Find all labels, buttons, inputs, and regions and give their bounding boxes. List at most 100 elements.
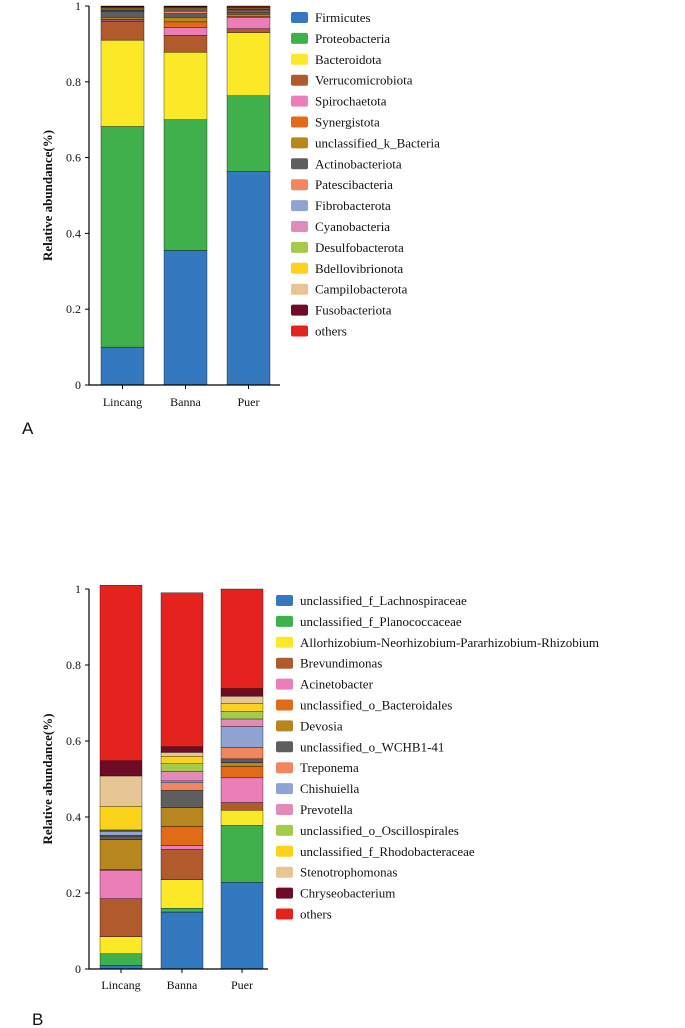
legend-label: Fusobacteriota xyxy=(315,303,392,318)
bar-segment-1-1-10 xyxy=(160,771,204,782)
y-axis-label: Relative abundance(%) xyxy=(40,130,55,261)
legend-label: others xyxy=(315,324,347,339)
x-tick-label: Puer xyxy=(238,395,260,409)
legend-label: Bdellovibrionota xyxy=(315,261,403,276)
bar-segment-1-1-4 xyxy=(160,845,204,850)
bar-segment-1-2-0 xyxy=(220,882,264,970)
bar-segment-0-1-8 xyxy=(163,11,208,14)
legend-label: unclassified_o_Oscillospirales xyxy=(300,823,459,838)
bar-segment-0-2-7 xyxy=(226,12,271,15)
legend-label: Patescibacteria xyxy=(315,177,393,192)
legend-label: Spirochaetota xyxy=(315,94,387,109)
bar-segment-1-2-12 xyxy=(220,703,264,712)
panel-label: A xyxy=(22,419,34,438)
bar-segment-0-2-2 xyxy=(226,32,271,96)
y-tick-label: 1 xyxy=(75,0,81,13)
legend-swatch-0-9 xyxy=(291,200,308,212)
bar-segment-1-2-8 xyxy=(220,747,264,760)
bar-segment-1-1-14 xyxy=(160,746,204,753)
legend-label: Allorhizobium-Neorhizobium-Pararhizobium… xyxy=(300,635,599,650)
legend-label: others xyxy=(300,907,332,922)
legend-label: Fibrobacterota xyxy=(315,198,391,213)
legend-swatch-1-8 xyxy=(276,762,293,774)
bar-segment-1-2-1 xyxy=(220,825,264,883)
legend-swatch-1-11 xyxy=(276,824,293,836)
y-tick-label: 0.2 xyxy=(66,886,81,900)
bar-segment-0-0-2 xyxy=(100,39,145,127)
x-tick-label: Banna xyxy=(167,978,198,992)
bar-segment-1-0-1 xyxy=(99,953,143,966)
legend-label: Bacteroidota xyxy=(315,52,382,67)
legend-swatch-1-9 xyxy=(276,783,293,795)
bar-segment-1-0-15 xyxy=(99,585,143,761)
x-tick-label: Puer xyxy=(231,978,253,992)
bar-segment-1-2-14 xyxy=(220,688,264,697)
x-tick-label: Lincang xyxy=(101,978,140,992)
bar-segment-1-0-7 xyxy=(99,835,143,840)
legend-swatch-0-0 xyxy=(291,12,308,23)
bar-segment-1-1-2 xyxy=(160,879,204,909)
bar-segment-1-0-2 xyxy=(99,936,143,954)
legend-swatch-0-2 xyxy=(291,53,308,65)
legend-label: Treponema xyxy=(300,760,359,775)
legend-label: unclassified_o_WCHB1-41 xyxy=(300,739,444,754)
legend-swatch-0-3 xyxy=(291,74,308,86)
legend-label: Brevundimonas xyxy=(300,656,382,671)
bar-segment-1-1-9 xyxy=(160,780,204,783)
legend-swatch-0-5 xyxy=(291,116,308,128)
bar-segment-0-2-15 xyxy=(226,5,271,7)
y-tick-label: 0 xyxy=(75,378,81,392)
bar-segment-1-0-14 xyxy=(99,760,143,777)
legend-label: Devosia xyxy=(300,718,343,733)
legend-label: Acinetobacter xyxy=(300,677,374,692)
legend-swatch-1-12 xyxy=(276,845,293,857)
legend-swatch-0-4 xyxy=(291,95,308,107)
legend-swatch-1-1 xyxy=(276,615,293,627)
bar-segment-1-0-12 xyxy=(99,806,143,831)
y-tick-label: 1 xyxy=(75,582,81,596)
legend-swatch-0-11 xyxy=(291,241,308,253)
bar-segment-1-1-5 xyxy=(160,826,204,846)
legend-swatch-0-7 xyxy=(291,158,308,170)
bar-segment-0-0-7 xyxy=(100,11,145,18)
bar-segment-0-1-5 xyxy=(163,21,208,28)
bar-segment-1-1-0 xyxy=(160,911,204,970)
legend-swatch-1-10 xyxy=(276,804,293,815)
legend-swatch-1-3 xyxy=(276,657,293,669)
bar-segment-0-0-1 xyxy=(100,126,145,348)
bar-segment-1-1-15 xyxy=(160,592,204,747)
bar-segment-1-0-3 xyxy=(99,898,143,937)
bar-segment-1-1-13 xyxy=(160,752,204,757)
bar-segment-1-2-6 xyxy=(220,762,264,767)
bar-segment-1-2-13 xyxy=(220,695,264,704)
legend-label: Verrucomicrobiota xyxy=(315,73,413,88)
legend-label: unclassified_k_Bacteria xyxy=(315,135,440,150)
legend-label: unclassified_o_Bacteroidales xyxy=(300,698,452,713)
x-tick-label: Banna xyxy=(170,395,201,409)
legend-label: Chishuiella xyxy=(300,781,359,796)
bar-segment-1-0-13 xyxy=(99,775,143,807)
legend-swatch-1-15 xyxy=(276,908,293,920)
bar-segment-1-1-1 xyxy=(160,908,204,913)
panel-label: B xyxy=(32,1010,43,1028)
legend-label: unclassified_f_Lachnospiraceae xyxy=(300,593,467,608)
bar-segment-1-1-6 xyxy=(160,807,204,827)
x-tick-label: Lincang xyxy=(103,395,142,409)
bar-segment-1-2-2 xyxy=(220,809,264,826)
legend-swatch-0-1 xyxy=(291,32,308,44)
bar-segment-0-2-6 xyxy=(226,14,271,17)
legend-swatch-1-7 xyxy=(276,741,293,753)
bar-segment-1-1-8 xyxy=(160,782,204,791)
legend-swatch-1-4 xyxy=(276,678,293,690)
legend-swatch-0-12 xyxy=(291,262,308,274)
bar-segment-1-2-4 xyxy=(220,777,264,803)
legend-label: Cyanobacteria xyxy=(315,219,390,234)
legend-label: Proteobacteria xyxy=(315,31,390,46)
bar-segment-0-0-6 xyxy=(100,17,145,20)
legend-swatch-0-10 xyxy=(291,221,308,232)
bar-segment-0-1-7 xyxy=(163,13,208,18)
y-tick-label: 0.6 xyxy=(66,734,81,748)
bar-segment-0-1-1 xyxy=(163,119,208,251)
bar-segment-1-1-7 xyxy=(160,790,204,808)
